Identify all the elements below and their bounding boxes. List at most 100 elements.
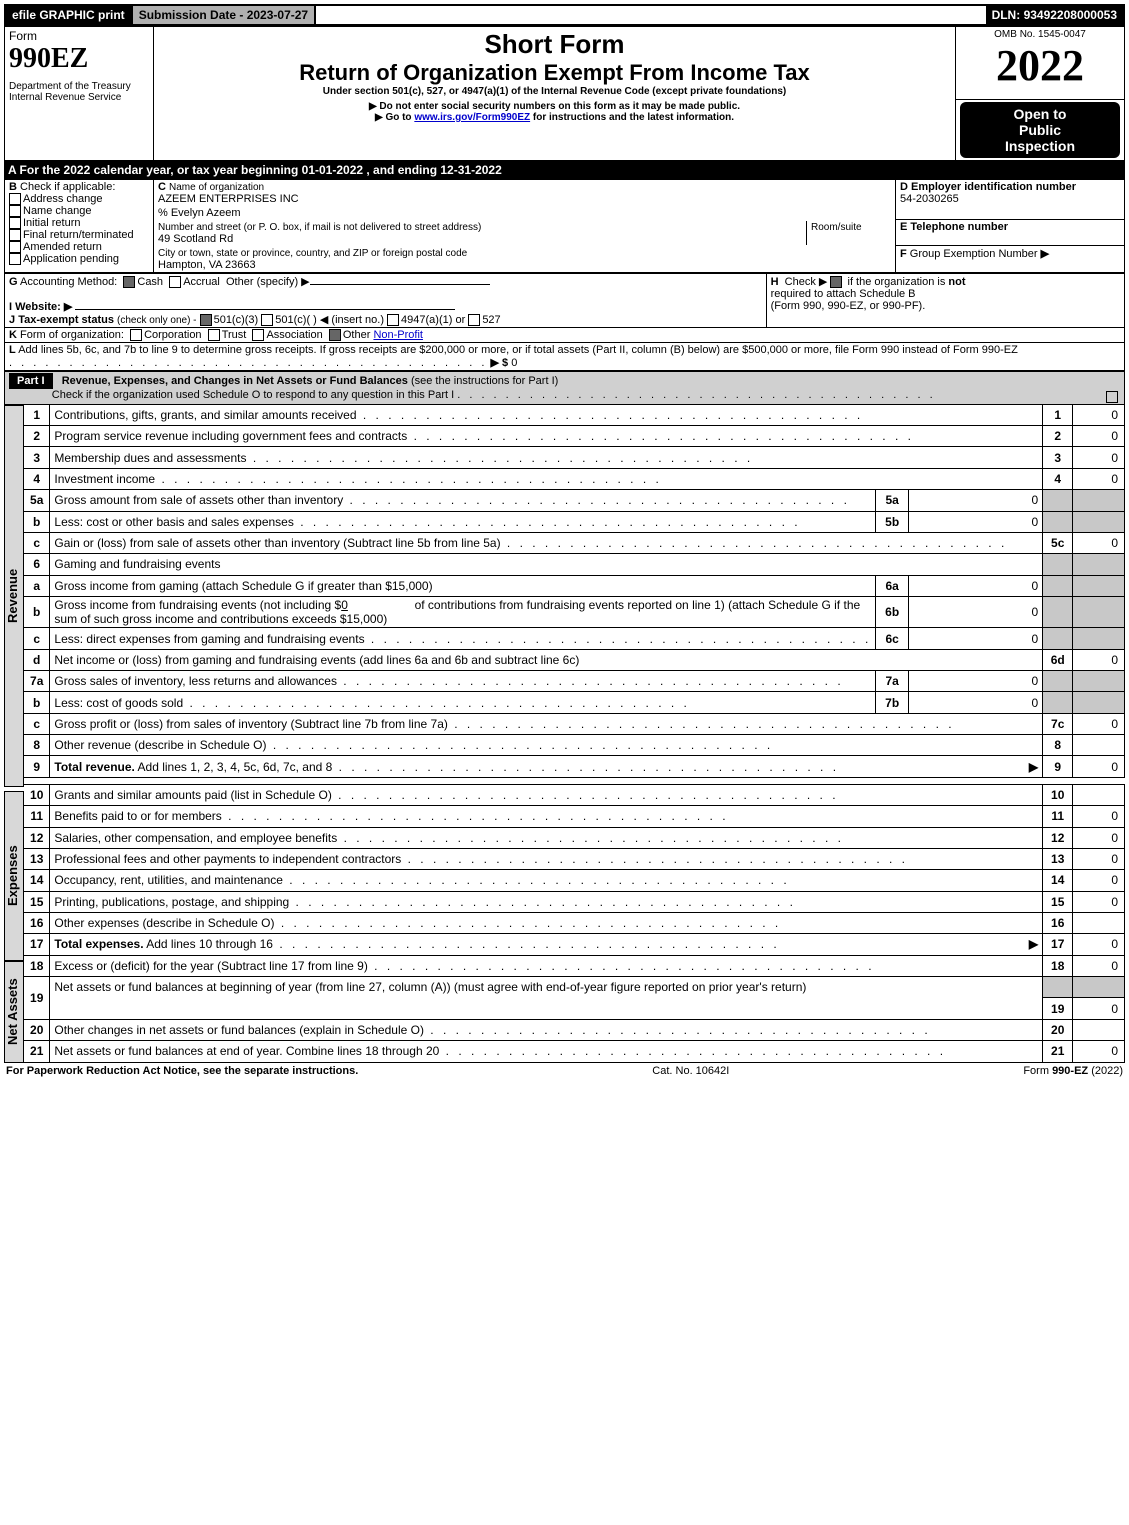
section-a-tax-year: A For the 2022 calendar year, or tax yea…	[4, 161, 1125, 179]
line-2: 2 Program service revenue including gove…	[24, 426, 1125, 447]
checkbox-application-pending[interactable]	[9, 253, 21, 265]
sidetab-netassets: Net Assets	[4, 961, 24, 1063]
lines-table: 1 Contributions, gifts, grants, and simi…	[24, 405, 1125, 1063]
line-5a: 5a Gross amount from sale of assets othe…	[24, 490, 1125, 511]
line-11: 11 Benefits paid to or for members 11 0	[24, 806, 1125, 827]
checkbox-527[interactable]	[468, 314, 480, 326]
checkbox-association[interactable]	[252, 329, 264, 341]
city-label: City or town, state or province, country…	[158, 248, 467, 259]
part1-header: Part I Revenue, Expenses, and Changes in…	[4, 371, 1125, 405]
omb-no: OMB No. 1545-0047	[960, 29, 1120, 40]
line-18: 18 Excess or (deficit) for the year (Sub…	[24, 955, 1125, 976]
goto-link-row: ▶ Go to www.irs.gov/Form990EZ for instru…	[158, 112, 951, 123]
line-1: 1 Contributions, gifts, grants, and simi…	[24, 405, 1125, 426]
tax-year: 2022	[960, 40, 1120, 91]
line-20: 20 Other changes in net assets or fund b…	[24, 1019, 1125, 1040]
other-specify-input[interactable]	[310, 284, 490, 285]
page-footer: For Paperwork Reduction Act Notice, see …	[4, 1065, 1125, 1077]
part1-check-text: Check if the organization used Schedule …	[52, 389, 454, 401]
line-8: 8 Other revenue (describe in Schedule O)…	[24, 735, 1125, 756]
line-j-label: Tax-exempt status	[18, 314, 114, 326]
line-7b: b Less: cost of goods sold 7b 0	[24, 692, 1125, 713]
line-k-label: Form of organization:	[20, 329, 124, 341]
line-19b: 19 0	[24, 998, 1125, 1019]
line-21: 21 Net assets or fund balances at end of…	[24, 1041, 1125, 1063]
box-c-label: Name of organization	[169, 182, 264, 193]
box-b-label: Check if applicable:	[20, 181, 115, 193]
checkbox-amended-return[interactable]	[9, 241, 21, 253]
checkbox-initial-return[interactable]	[9, 217, 21, 229]
ein-value: 54-2030265	[900, 193, 959, 205]
line-13: 13 Professional fees and other payments …	[24, 848, 1125, 869]
website-input[interactable]	[75, 309, 455, 310]
part1-label: Part I	[9, 373, 53, 389]
line-9: 9 Total revenue. Add lines 1, 2, 3, 4, 5…	[24, 756, 1125, 777]
checkbox-final-return[interactable]	[9, 229, 21, 241]
line-6c: c Less: direct expenses from gaming and …	[24, 628, 1125, 649]
line-g-label: Accounting Method:	[20, 276, 117, 288]
checkbox-501c3[interactable]	[200, 314, 212, 326]
checkbox-accrual[interactable]	[169, 276, 181, 288]
line-6b: b Gross income from fundraising events (…	[24, 596, 1125, 628]
form-header: Form 990EZ Department of the Treasury In…	[4, 26, 1125, 161]
street-value: 49 Scotland Rd	[158, 233, 233, 245]
submission-date: Submission Date - 2023-07-27	[131, 6, 316, 24]
line-10: 10 Grants and similar amounts paid (list…	[24, 784, 1125, 805]
under-section: Under section 501(c), 527, or 4947(a)(1)…	[158, 86, 951, 97]
line-5b: b Less: cost or other basis and sales ex…	[24, 511, 1125, 532]
line-12: 12 Salaries, other compensation, and emp…	[24, 827, 1125, 848]
box-b-title: B	[9, 181, 17, 193]
room-label: Room/suite	[811, 222, 862, 233]
checkbox-corporation[interactable]	[130, 329, 142, 341]
line-l-text: Add lines 5b, 6c, and 7b to line 9 to de…	[18, 344, 1018, 356]
sidetab-expenses: Expenses	[4, 791, 24, 961]
line-7a: 7a Gross sales of inventory, less return…	[24, 671, 1125, 692]
checkbox-cash[interactable]	[123, 276, 135, 288]
return-title: Return of Organization Exempt From Incom…	[158, 60, 951, 86]
city-value: Hampton, VA 23663	[158, 259, 256, 271]
checkbox-address-change[interactable]	[9, 193, 21, 205]
line-17: 17 Total expenses. Add lines 10 through …	[24, 934, 1125, 955]
top-bar: efile GRAPHIC print Submission Date - 20…	[4, 4, 1125, 26]
line-3: 3 Membership dues and assessments 3 0	[24, 447, 1125, 468]
form-number: 990EZ	[9, 43, 149, 75]
checkbox-501c[interactable]	[261, 314, 273, 326]
dept-treasury: Department of the Treasury	[9, 81, 149, 92]
efile-print-button[interactable]: efile GRAPHIC print	[6, 6, 131, 24]
footer-cat-no: Cat. No. 10642I	[652, 1065, 729, 1077]
line-5c: c Gain or (loss) from sale of assets oth…	[24, 532, 1125, 553]
line-16: 16 Other expenses (describe in Schedule …	[24, 912, 1125, 933]
info-boxes: B Check if applicable: Address change Na…	[4, 179, 1125, 273]
careof: % Evelyn Azeem	[158, 207, 241, 219]
checkbox-name-change[interactable]	[9, 205, 21, 217]
form-word: Form	[9, 29, 149, 43]
checkbox-h-not-required[interactable]	[830, 276, 842, 288]
line-4: 4 Investment income 4 0	[24, 468, 1125, 489]
line-14: 14 Occupancy, rent, utilities, and maint…	[24, 870, 1125, 891]
line-6d: d Net income or (loss) from gaming and f…	[24, 649, 1125, 670]
checkbox-4947a1[interactable]	[387, 314, 399, 326]
line-7c: c Gross profit or (loss) from sales of i…	[24, 713, 1125, 734]
ssn-warning: ▶ Do not enter social security numbers o…	[158, 101, 951, 112]
checkbox-trust[interactable]	[208, 329, 220, 341]
box-f-label: Group Exemption Number	[910, 248, 1038, 260]
line-l-value: 0	[511, 357, 517, 369]
line-15: 15 Printing, publications, postage, and …	[24, 891, 1125, 912]
checkbox-other-org[interactable]	[329, 329, 341, 341]
irs-label: Internal Revenue Service	[9, 92, 149, 103]
sidetab-revenue: Revenue	[4, 405, 24, 787]
checkbox-schedule-o[interactable]	[1106, 391, 1118, 403]
short-form-title: Short Form	[158, 29, 951, 60]
irs-link[interactable]: www.irs.gov/Form990EZ	[414, 112, 530, 123]
org-name: AZEEM ENTERPRISES INC	[158, 193, 299, 205]
dln: DLN: 93492208000053	[986, 6, 1123, 24]
line-19: 19 Net assets or fund balances at beginn…	[24, 977, 1125, 998]
lines-ghijkl: G Accounting Method: Cash Accrual Other …	[4, 273, 1125, 371]
line-i-label: Website: ▶	[15, 301, 72, 313]
street-label: Number and street (or P. O. box, if mail…	[158, 222, 481, 233]
other-org-link[interactable]: Non-Profit	[373, 329, 423, 341]
box-f-arrow: ▶	[1041, 248, 1049, 260]
part1-body: Revenue Expenses Net Assets 1 Contributi…	[4, 405, 1125, 1063]
footer-left: For Paperwork Reduction Act Notice, see …	[6, 1065, 358, 1077]
box-e-label: Telephone number	[910, 221, 1008, 233]
